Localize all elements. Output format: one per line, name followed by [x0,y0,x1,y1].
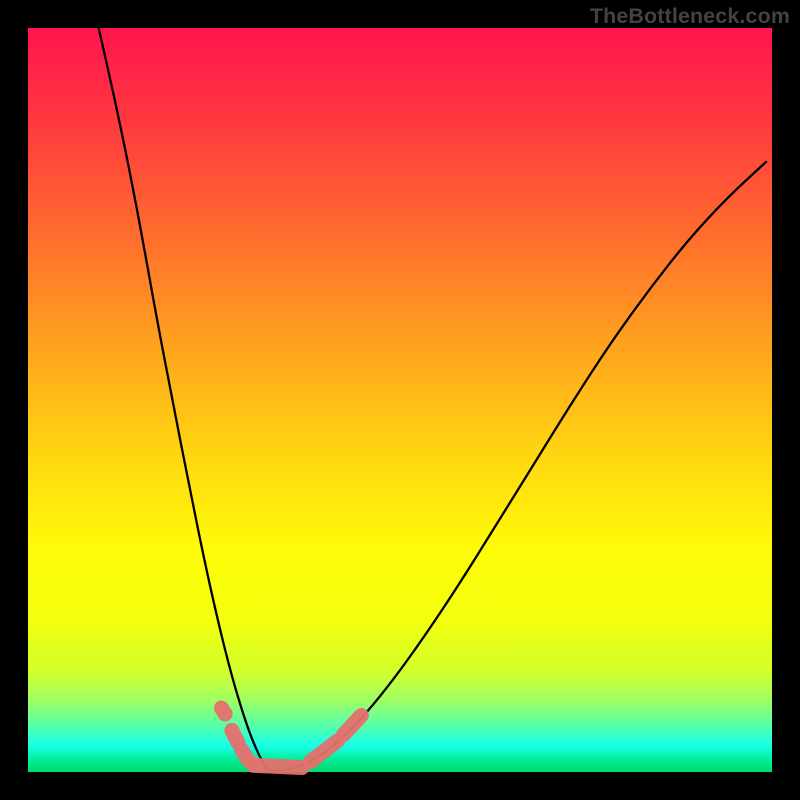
dot-segment [253,765,301,767]
chart-frame: TheBottleneck.com [0,0,800,800]
watermark-text: TheBottleneck.com [590,4,790,29]
dot-segment [242,750,249,760]
bottleneck-curve-chart [0,0,800,800]
plot-background [28,28,772,772]
dot-segment [221,708,225,714]
dot-segment [232,730,238,742]
